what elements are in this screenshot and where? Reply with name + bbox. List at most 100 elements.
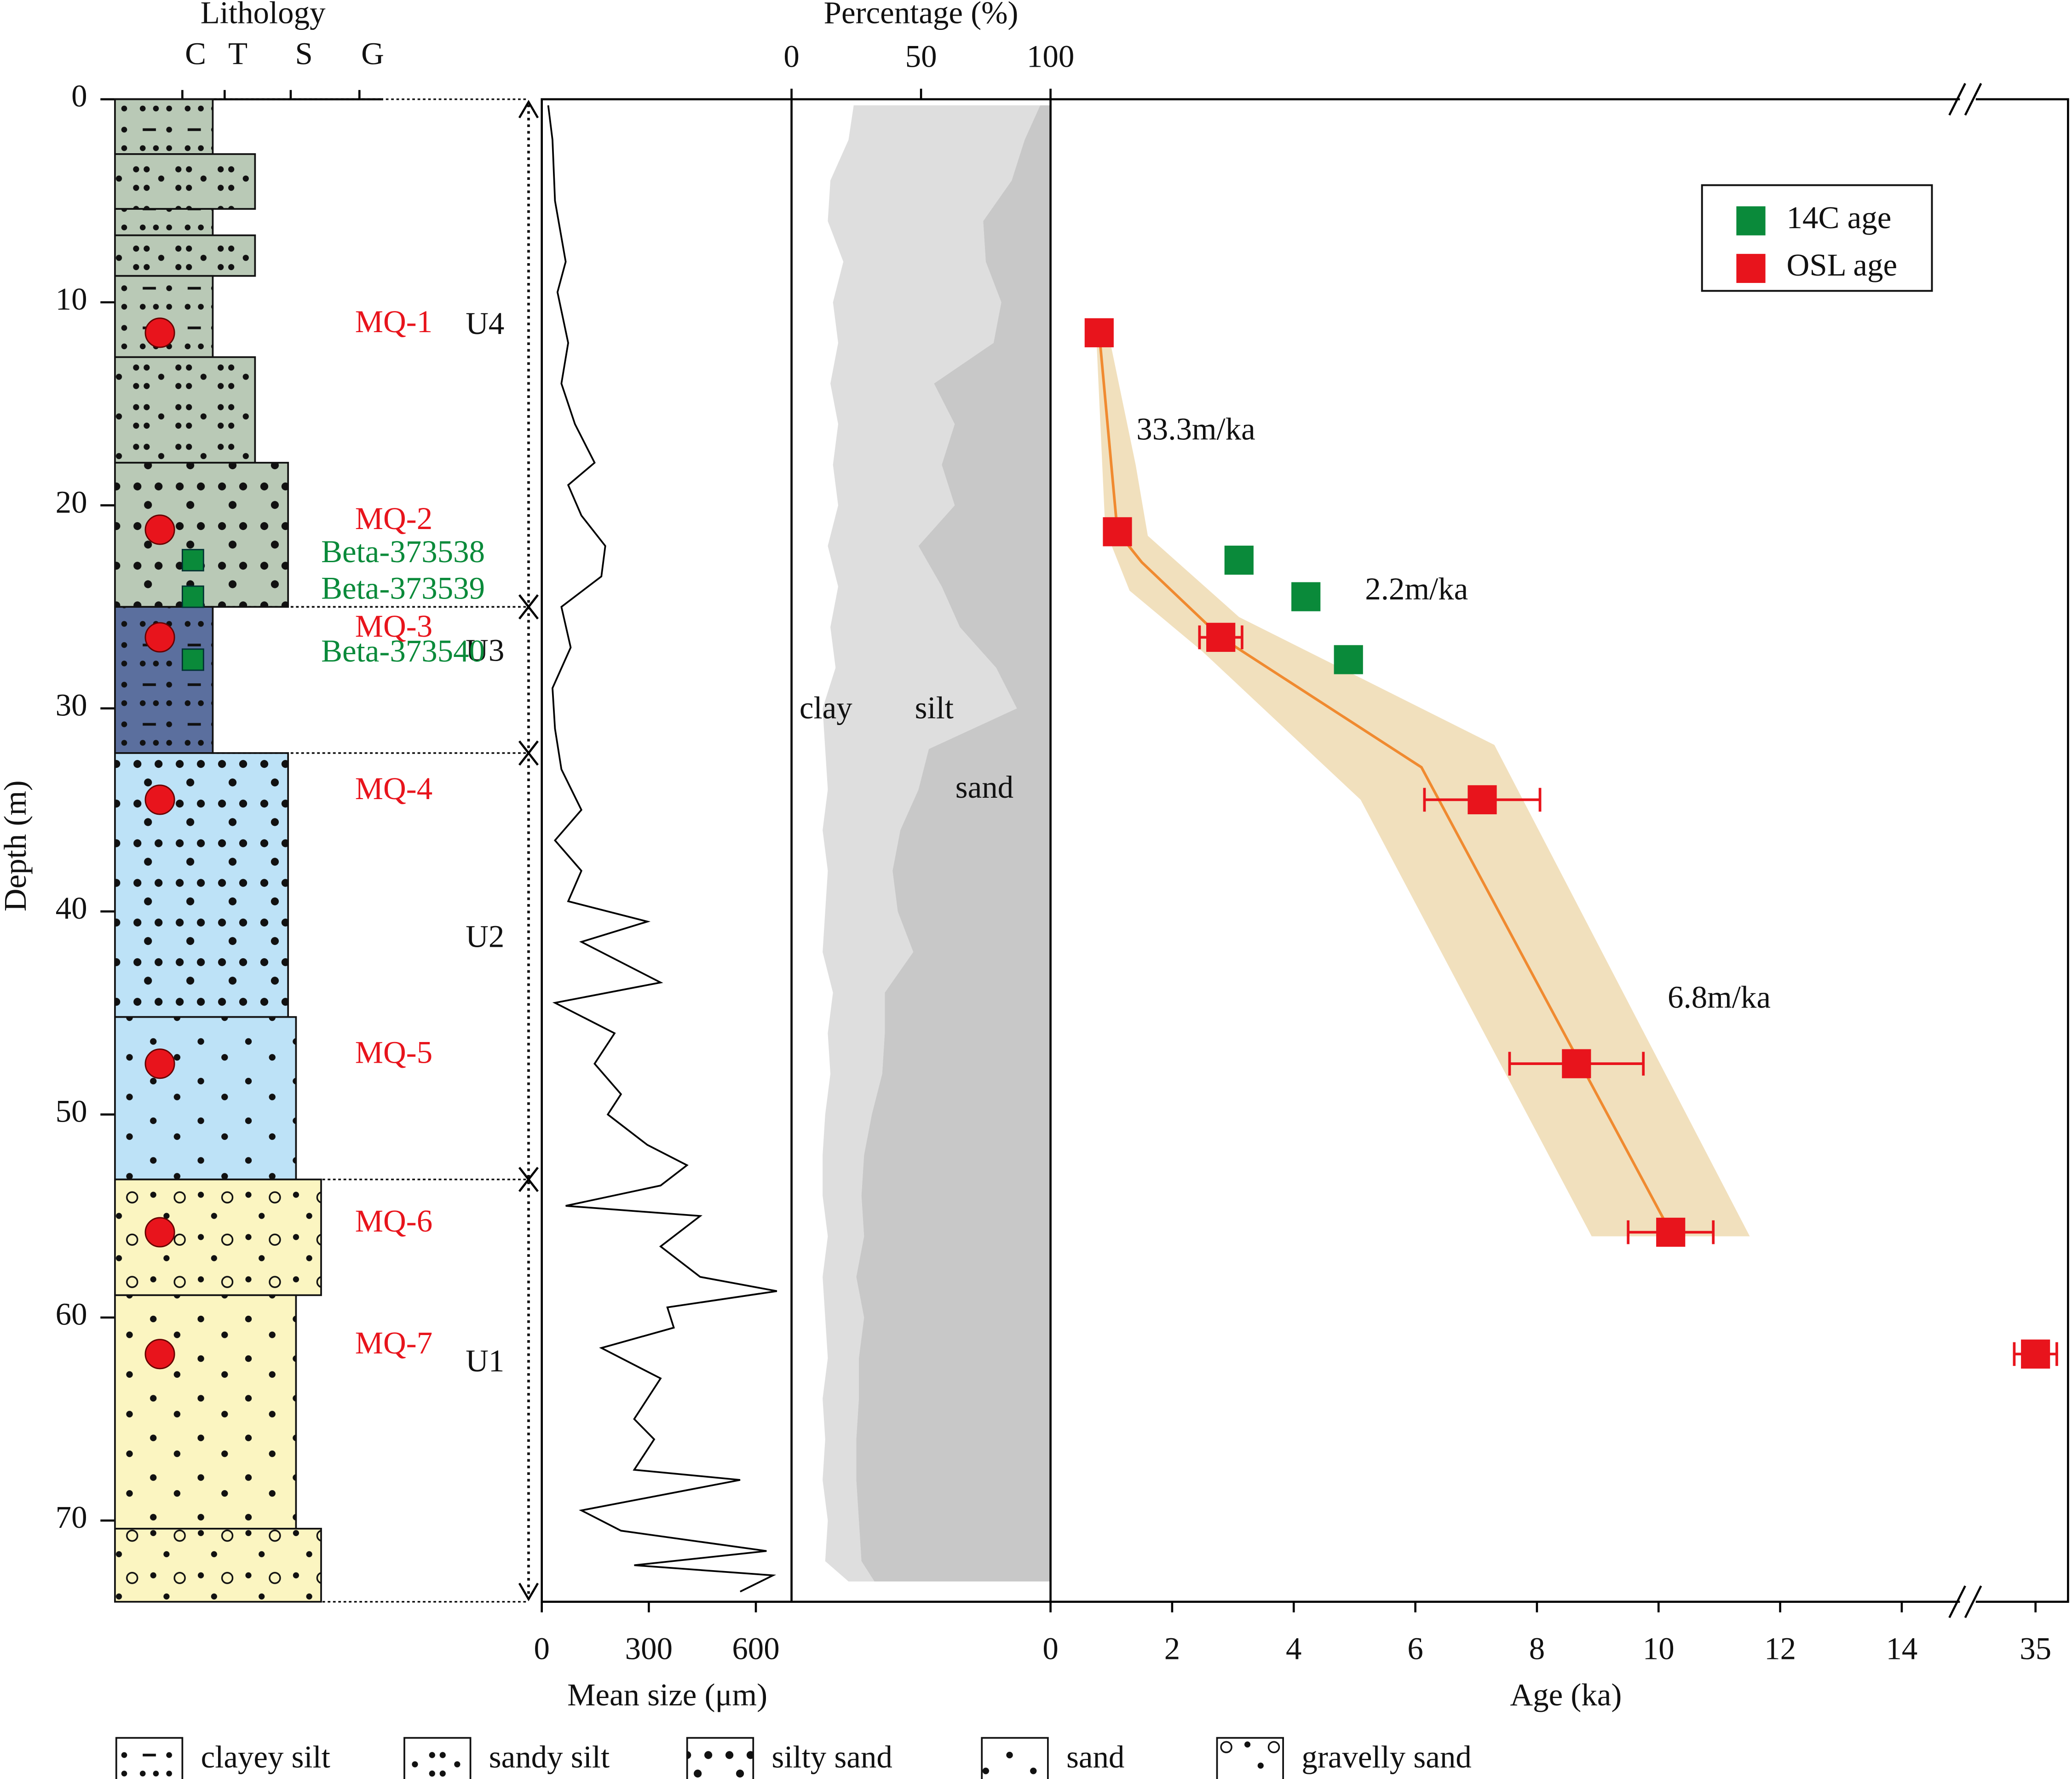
x-tick-label: 35 xyxy=(2020,1631,2051,1666)
age-point xyxy=(1206,622,1236,652)
area-2 xyxy=(856,105,1051,1582)
x-tick-label: 10 xyxy=(1643,1631,1675,1666)
legend-swatch xyxy=(981,1737,1049,1779)
unit-label: U2 xyxy=(466,919,504,954)
lithology-layer xyxy=(114,752,289,1018)
age-point xyxy=(1084,318,1114,347)
grain-label: G xyxy=(361,36,384,71)
x-tick-label: 8 xyxy=(1529,1631,1545,1666)
age-point xyxy=(1656,1217,1686,1247)
c14-sample-label: Beta-373538 xyxy=(321,534,485,569)
c14-sample xyxy=(181,648,204,671)
osl-sample-label: MQ-1 xyxy=(355,304,432,339)
area-label: sand xyxy=(955,770,1013,805)
legend-label: gravelly sand xyxy=(1301,1739,1471,1774)
osl-sample xyxy=(144,514,175,545)
rate-annotation: 33.3m/ka xyxy=(1136,411,1255,446)
lithology-layer xyxy=(114,98,214,155)
legend-swatch xyxy=(1736,206,1766,236)
age-point xyxy=(2021,1339,2050,1369)
x-tick-label: 4 xyxy=(1286,1631,1301,1666)
area-label: silt xyxy=(915,691,954,725)
model-band xyxy=(1096,333,1750,1237)
lithology-layer xyxy=(114,1016,297,1180)
model-line xyxy=(1098,333,1672,1233)
legend-swatch xyxy=(403,1737,472,1779)
legend-swatch xyxy=(686,1737,754,1779)
mean-size-label: Mean size (μm) xyxy=(567,1677,767,1712)
area-1 xyxy=(823,105,1041,1582)
y-tick-label: 70 xyxy=(56,1500,87,1535)
axis-break xyxy=(1948,83,1982,116)
legend-label: 14C age xyxy=(1787,200,1892,235)
arrow-head xyxy=(518,99,539,1601)
age-point xyxy=(1103,517,1132,547)
lithology-layer xyxy=(114,234,256,277)
legend-label: OSL age xyxy=(1787,248,1898,282)
y-tick-label: 50 xyxy=(56,1094,87,1128)
x-tick-label: 600 xyxy=(732,1631,779,1666)
x-tick-label: 6 xyxy=(1407,1631,1423,1666)
age-point xyxy=(1562,1049,1591,1078)
grain-label: S xyxy=(295,36,312,71)
boundary-mark xyxy=(518,1167,539,1192)
osl-sample-label: MQ-6 xyxy=(355,1203,432,1238)
boundary-mark xyxy=(518,594,539,620)
lithology-layer xyxy=(114,208,214,236)
y-tick-label: 0 xyxy=(71,79,87,114)
grain-label: T xyxy=(228,36,247,71)
lithology-layer xyxy=(114,461,289,608)
c14-sample xyxy=(181,549,204,572)
lithology-layer xyxy=(114,1294,297,1530)
legend-label: silty sand xyxy=(772,1739,892,1774)
unit-label: U4 xyxy=(466,306,504,341)
lithology-layer xyxy=(114,153,256,210)
c14-sample-label: Beta-373539 xyxy=(321,570,485,605)
x-tick-label: 0 xyxy=(1042,1631,1058,1666)
x-tick-label: 0 xyxy=(783,39,799,74)
percentage-title: Percentage (%) xyxy=(824,0,1019,30)
lithology-title: Lithology xyxy=(201,0,326,30)
lithology-layer xyxy=(114,1527,322,1603)
depth-label: Depth (m) xyxy=(0,780,33,911)
osl-sample-label: MQ-3 xyxy=(355,609,432,644)
c14-sample-label: Beta-373540 xyxy=(321,633,485,668)
x-tick-label: 50 xyxy=(905,39,937,74)
grain-label: C xyxy=(185,36,206,71)
y-tick-label: 20 xyxy=(56,484,87,519)
legend-swatch xyxy=(1216,1737,1284,1779)
age-point xyxy=(1468,785,1497,815)
x-tick-label: 100 xyxy=(1027,39,1074,74)
mean-size-line xyxy=(547,105,777,1593)
osl-sample xyxy=(144,1339,175,1370)
x-tick-label: 2 xyxy=(1164,1631,1180,1666)
osl-sample-label: MQ-4 xyxy=(355,771,432,806)
area-0 xyxy=(791,105,854,1582)
lithology-layer xyxy=(114,356,256,464)
plot-frame xyxy=(541,98,2069,1603)
axis-break xyxy=(1948,1585,1982,1618)
y-tick-label: 40 xyxy=(56,891,87,926)
c14-sample xyxy=(181,585,204,608)
rate-annotation: 2.2m/ka xyxy=(1365,571,1468,606)
unit-label: U3 xyxy=(466,633,504,668)
osl-sample xyxy=(144,1048,175,1079)
rate-annotation: 6.8m/ka xyxy=(1668,980,1771,1015)
osl-sample xyxy=(144,317,175,348)
x-tick-label: 14 xyxy=(1886,1631,1917,1666)
boundary-mark xyxy=(518,740,539,766)
y-tick-label: 60 xyxy=(56,1297,87,1332)
osl-sample-label: MQ-7 xyxy=(355,1325,432,1360)
age-point xyxy=(1291,582,1321,611)
x-tick-label: 300 xyxy=(625,1631,673,1666)
unit-label: U1 xyxy=(466,1343,504,1378)
age-point xyxy=(1334,645,1363,674)
area-label: clay xyxy=(800,691,852,725)
osl-sample-label: MQ-2 xyxy=(355,501,432,536)
legend-label: sandy silt xyxy=(489,1739,610,1774)
y-tick-label: 10 xyxy=(56,282,87,317)
legend-label: clayey silt xyxy=(201,1739,330,1774)
osl-sample xyxy=(144,1217,175,1248)
legend-swatch xyxy=(115,1737,184,1779)
